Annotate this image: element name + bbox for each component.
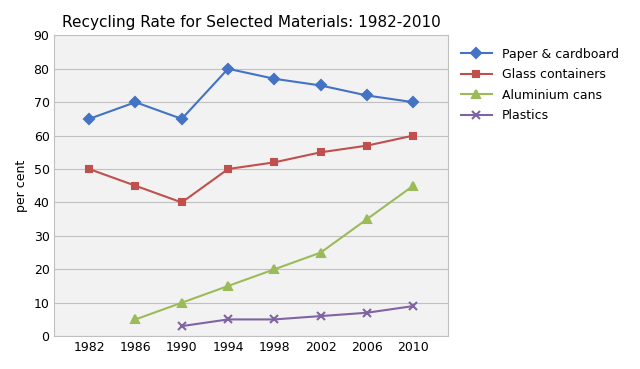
Line: Glass containers: Glass containers [86,132,417,206]
Glass containers [178,200,186,205]
Plastics [317,314,324,318]
Plastics [271,317,278,322]
Plastics [410,304,417,308]
Paper & cardboard [271,77,278,81]
Aluminium cans [317,251,324,255]
Glass containers [85,167,93,171]
Line: Aluminium cans: Aluminium cans [131,182,417,324]
Paper & cardboard [410,100,417,104]
Paper & cardboard [132,100,140,104]
Aluminium cans [363,217,371,221]
Glass containers [410,133,417,138]
Paper & cardboard [363,93,371,98]
Paper & cardboard [317,83,324,88]
Line: Paper & cardboard: Paper & cardboard [86,65,417,123]
Plastics [178,324,186,328]
Glass containers [363,144,371,148]
Title: Recycling Rate for Selected Materials: 1982-2010: Recycling Rate for Selected Materials: 1… [62,15,440,30]
Aluminium cans [178,300,186,305]
Paper & cardboard [224,66,232,71]
Line: Plastics: Plastics [177,302,417,330]
Plastics [224,317,232,322]
Aluminium cans [132,317,140,322]
Glass containers [271,160,278,165]
Aluminium cans [410,183,417,188]
Plastics [363,311,371,315]
Glass containers [224,167,232,171]
Paper & cardboard [85,117,93,121]
Aluminium cans [224,284,232,288]
Legend: Paper & cardboard, Glass containers, Aluminium cans, Plastics: Paper & cardboard, Glass containers, Alu… [454,42,625,128]
Aluminium cans [271,267,278,272]
Glass containers [317,150,324,155]
Paper & cardboard [178,117,186,121]
Y-axis label: per cent: per cent [15,160,28,212]
Glass containers [132,183,140,188]
